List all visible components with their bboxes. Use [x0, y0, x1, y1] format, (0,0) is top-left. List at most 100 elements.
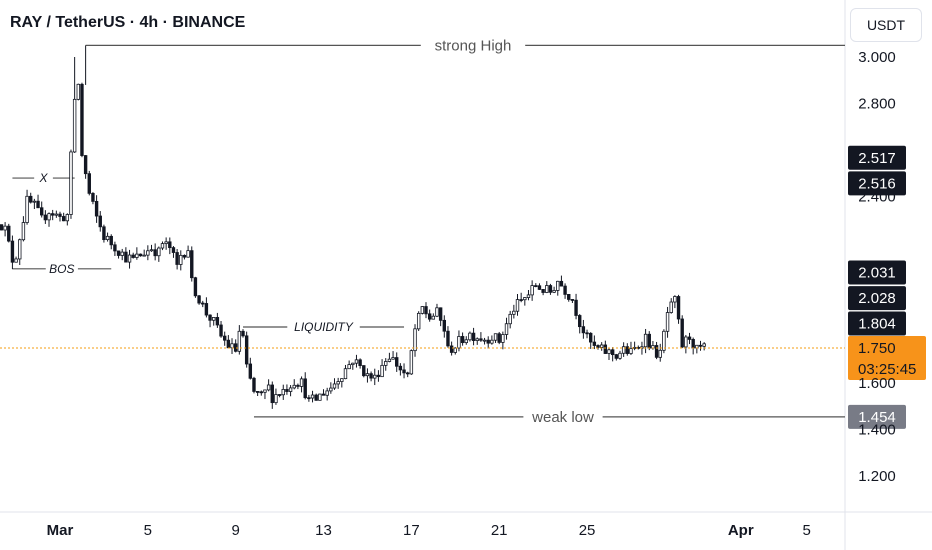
candle-body — [493, 333, 498, 341]
candle-body — [285, 389, 289, 392]
y-tick-label: 1.200 — [858, 468, 896, 485]
candle-body — [530, 285, 534, 296]
candle-body — [18, 239, 22, 260]
candle-body — [303, 378, 307, 399]
x-tick-label: 5 — [802, 522, 810, 539]
candle-body — [332, 383, 337, 389]
price-badge-label: 2.031 — [858, 265, 896, 282]
candle-body — [230, 343, 234, 349]
candle-body — [420, 306, 425, 314]
candle-body — [504, 323, 509, 335]
candle-body — [325, 390, 329, 396]
y-tick-label: 3.000 — [858, 49, 896, 66]
candle-body — [526, 294, 531, 298]
candle-body — [149, 249, 154, 252]
candle-body — [673, 296, 677, 303]
candle-body — [310, 394, 315, 399]
candle-body — [135, 253, 139, 258]
currency-button[interactable]: USDT — [850, 8, 922, 42]
candle-body — [72, 98, 77, 153]
candle-body — [702, 343, 706, 347]
candle-body — [442, 319, 446, 332]
candle-body — [354, 359, 359, 364]
candle-body — [570, 299, 575, 301]
candle-body — [120, 251, 124, 256]
candle-body — [32, 200, 37, 203]
candle-body — [215, 317, 220, 326]
candle-body — [222, 335, 227, 341]
candle-body — [307, 397, 311, 400]
candle-body — [603, 344, 608, 354]
candle-body — [14, 258, 18, 263]
x-tick-label: Apr — [728, 522, 754, 539]
current-price-label: 1.750 — [858, 340, 896, 357]
candle-body — [190, 250, 194, 279]
candle-body — [25, 195, 29, 223]
candle-body — [358, 359, 362, 366]
price-badge — [848, 286, 906, 311]
candle-body — [266, 384, 271, 391]
candle-body — [592, 341, 597, 346]
candle-body — [43, 214, 48, 221]
candle-body — [197, 295, 201, 304]
price-badge — [848, 311, 906, 336]
price-badge-label: 2.028 — [858, 290, 896, 307]
price-badge — [848, 404, 906, 429]
candle-body — [625, 346, 629, 354]
candle-body — [680, 318, 684, 348]
candle-body — [248, 363, 253, 379]
candle-body — [340, 378, 344, 382]
x-tick-label: 13 — [315, 522, 332, 539]
candle-body — [204, 303, 209, 316]
candle-body — [647, 333, 651, 349]
candle-body — [80, 83, 84, 156]
y-tick-label: 2.800 — [858, 96, 896, 113]
candle-body — [658, 349, 662, 358]
candle-body — [662, 330, 666, 351]
candle-body — [318, 393, 322, 401]
candle-body — [168, 241, 172, 249]
candle-body — [563, 285, 567, 295]
candle-body — [61, 216, 66, 222]
candle-body — [237, 330, 242, 352]
candle-body — [424, 306, 428, 315]
candle-body — [21, 222, 26, 241]
candle-body — [618, 352, 622, 359]
price-badge-label: 2.517 — [858, 150, 896, 167]
candle-body — [413, 328, 417, 352]
candle-body — [281, 389, 285, 396]
candle-body — [65, 214, 70, 222]
candle-body — [552, 290, 556, 293]
candle-body — [391, 357, 395, 360]
candle-body — [255, 391, 260, 393]
candle-body — [464, 339, 468, 344]
candle-body — [219, 324, 223, 337]
candle-body — [537, 285, 542, 290]
candle-body — [676, 296, 681, 320]
candle-body — [556, 280, 560, 291]
candle-body — [490, 339, 494, 344]
x-tick-label: 17 — [403, 522, 420, 539]
y-tick-label: 1.600 — [858, 375, 896, 392]
candle-body — [691, 339, 695, 349]
candle-body — [446, 330, 450, 347]
candle-body — [296, 384, 300, 387]
candle-body — [369, 373, 373, 379]
candle-body — [171, 247, 176, 253]
candle-body — [449, 345, 454, 353]
candle-body — [684, 336, 688, 348]
candle-body — [127, 254, 132, 263]
candle-body — [548, 285, 553, 293]
candle-body — [87, 173, 91, 194]
x-tick-label: 9 — [232, 522, 240, 539]
candle-body — [47, 213, 51, 221]
candle-body — [501, 334, 505, 343]
candle-body — [146, 250, 150, 256]
price-badge — [848, 145, 906, 170]
candle-body — [665, 312, 670, 332]
candle-body — [7, 225, 11, 242]
candle-body — [629, 348, 633, 354]
candle-body — [512, 310, 516, 315]
candle-body — [585, 332, 589, 335]
